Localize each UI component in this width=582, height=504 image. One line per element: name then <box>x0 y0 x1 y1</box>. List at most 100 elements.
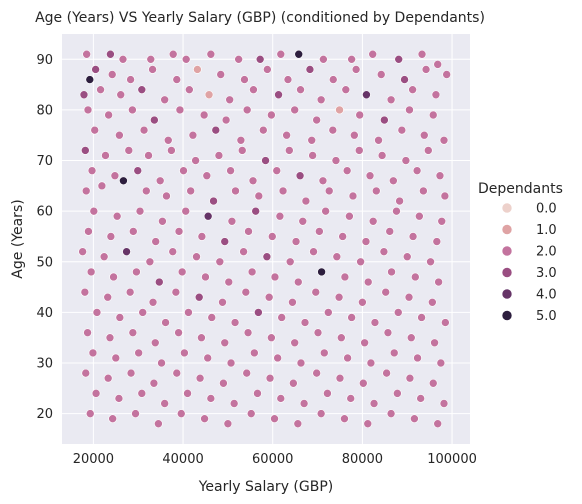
scatter-point <box>126 368 136 378</box>
scatter-point <box>273 353 282 363</box>
scatter-point <box>206 49 216 59</box>
scatter-point <box>276 394 286 403</box>
scatter-point <box>239 247 248 256</box>
scatter-point <box>290 338 299 348</box>
scatter-point <box>103 373 113 383</box>
scatter-point <box>219 378 228 388</box>
x-tick-label: 40000 <box>162 452 203 467</box>
scatter-point <box>139 125 149 135</box>
scatter-point <box>335 105 344 115</box>
scatter-point <box>334 292 344 302</box>
scatter-point <box>237 146 247 155</box>
scatter-point <box>216 70 226 79</box>
scatter-point <box>168 247 178 256</box>
x-tick-label: 80000 <box>342 452 383 467</box>
scatter-point <box>401 156 411 165</box>
scatter-point <box>115 313 125 322</box>
scatter-point <box>134 348 143 358</box>
scatter-point <box>246 409 256 418</box>
scatter-point <box>296 358 306 368</box>
scatter-point <box>221 115 231 125</box>
scatter-point <box>277 313 286 322</box>
scatter-point <box>160 399 169 408</box>
scatter-point <box>301 196 311 206</box>
x-tick-label: 100000 <box>427 452 477 467</box>
scatter-point <box>435 171 445 181</box>
scatter-point <box>200 414 209 423</box>
scatter-point <box>415 211 424 221</box>
scatter-point <box>264 292 274 302</box>
scatter-point <box>374 135 383 145</box>
scatter-point <box>135 206 145 216</box>
scatter-point <box>126 75 135 84</box>
scatter-point <box>179 166 188 175</box>
scatter-point <box>104 110 113 120</box>
scatter-point <box>243 328 253 337</box>
scatter-point <box>128 328 138 337</box>
scatter-point <box>371 186 381 196</box>
scatter-point <box>421 65 431 74</box>
scatter-point <box>324 186 334 196</box>
scatter-point <box>96 85 105 94</box>
scatter-point <box>324 308 333 317</box>
scatter-point <box>288 297 297 307</box>
scatter-point <box>171 287 181 297</box>
scatter-point <box>226 358 236 368</box>
scatter-point <box>348 191 358 201</box>
scatter-point <box>141 186 151 196</box>
scatter-point <box>294 49 304 59</box>
scatter-point <box>128 105 137 115</box>
scatter-point <box>276 49 286 59</box>
scatter-point <box>332 252 342 262</box>
scatter-point <box>85 409 95 418</box>
scatter-point <box>419 186 428 196</box>
scatter-point <box>392 206 401 216</box>
scatter-point <box>240 75 249 84</box>
legend-entries: 0.0 1.0 2.0 3.0 4.0 5.0 <box>501 202 557 324</box>
y-tick-label: 20 <box>36 407 53 422</box>
scatter-point <box>192 252 201 262</box>
scatter-point <box>383 328 393 337</box>
scatter-point <box>247 267 257 277</box>
scatter-point <box>110 171 120 181</box>
scatter-point <box>363 419 373 429</box>
scatter-point <box>162 191 171 201</box>
scatter-point <box>202 171 212 181</box>
scatter-point <box>81 146 90 155</box>
scatter-point <box>295 171 305 181</box>
scatter-point <box>176 409 186 418</box>
scatter-point <box>267 232 277 241</box>
scatter-point <box>441 318 450 327</box>
scatter-point <box>346 394 356 403</box>
scatter-point <box>431 90 441 100</box>
scatter-point <box>145 257 155 267</box>
scatter-point <box>203 353 213 363</box>
tick-labels: 20000 40000 60000 80000 100000 20 30 40 50 60 70 80… <box>36 53 476 467</box>
scatter-point <box>218 297 227 307</box>
scatter-point <box>83 328 92 337</box>
scatter-point <box>91 389 101 398</box>
scatter-point <box>386 95 396 105</box>
scatter-point <box>146 55 156 64</box>
scatter-point <box>439 135 449 145</box>
scatter-point <box>319 55 328 64</box>
scatter-point <box>128 227 138 236</box>
scatter-point <box>87 166 97 175</box>
scatter-point <box>241 287 251 297</box>
scatter-point <box>193 65 202 74</box>
scatter-point <box>163 135 173 145</box>
y-tick-label: 90 <box>36 53 53 68</box>
scatter-point <box>285 257 295 267</box>
scatter-point <box>244 227 253 236</box>
scatter-point <box>366 358 376 368</box>
scatter-point <box>381 287 391 297</box>
scatter-point <box>167 146 176 155</box>
scatter-point <box>442 70 451 79</box>
scatter-point <box>350 130 359 140</box>
scatter-point <box>289 378 298 388</box>
scatter-point <box>150 115 159 125</box>
scatter-point <box>118 55 128 64</box>
scatter-point <box>248 176 258 186</box>
legend-marker <box>501 310 513 321</box>
scatter-point <box>290 105 299 115</box>
